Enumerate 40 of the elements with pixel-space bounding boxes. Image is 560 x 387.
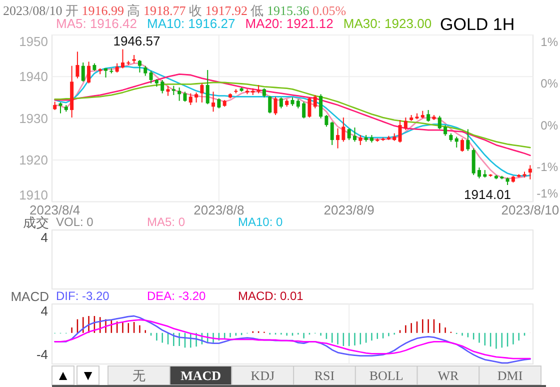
text: -1% xyxy=(536,160,558,174)
x-tick-label: 2023/8/10 xyxy=(501,202,560,218)
y-tick-label: 4 xyxy=(40,304,48,319)
text: DMI xyxy=(497,368,523,383)
text: 成交 xyxy=(23,215,49,230)
text: BOLL xyxy=(369,368,404,383)
text: VOL: 0 xyxy=(56,215,94,229)
text: KDJ xyxy=(250,368,275,383)
y-tick-label: -4 xyxy=(36,347,48,362)
annotation: 1946.57 xyxy=(113,33,160,48)
text: 0% xyxy=(540,76,558,91)
x-tick-label: 2023/8/8 xyxy=(194,202,244,218)
series-label: DIF: -3.20 xyxy=(56,289,110,303)
text: ▼ xyxy=(81,369,95,384)
y-tick-label: 1920 xyxy=(19,152,48,168)
y-tick-label: 1910 xyxy=(19,188,48,203)
text: 1% xyxy=(540,35,558,49)
text: MACD: 0.01 xyxy=(238,289,304,303)
chart-title: MACD xyxy=(10,289,49,304)
text: MA20: 1921.12 xyxy=(245,16,334,31)
series-label: DEA: -3.20 xyxy=(147,289,206,303)
text: RSI xyxy=(314,368,335,383)
text: WR xyxy=(438,368,460,383)
text: MA30: 1923.00 xyxy=(343,16,432,31)
y-tick-label: 1950 xyxy=(19,34,48,49)
text: -1% xyxy=(536,186,558,201)
text: ▲ xyxy=(56,369,70,384)
text: MA10: 1916.27 xyxy=(147,16,236,31)
text: 无 xyxy=(132,368,146,383)
text: 2023/08/10 开 1916.99 高 1918.77 收 1917.92 低 1915.36 0.05% xyxy=(3,3,346,18)
text: MA5: 1916.42 xyxy=(56,16,137,31)
annotation: 1914.01 xyxy=(464,186,512,202)
text: MA10: 0 xyxy=(238,215,284,229)
chart-title: GOLD 1H xyxy=(440,15,515,34)
y-tick-label: 1930 xyxy=(19,110,48,126)
x-tick-label: 2023/8/9 xyxy=(324,202,374,218)
text: MACD xyxy=(180,368,222,383)
text: 0% xyxy=(540,118,558,132)
y-tick-label: 1940 xyxy=(19,69,48,84)
text: MA5: 0 xyxy=(147,215,186,229)
